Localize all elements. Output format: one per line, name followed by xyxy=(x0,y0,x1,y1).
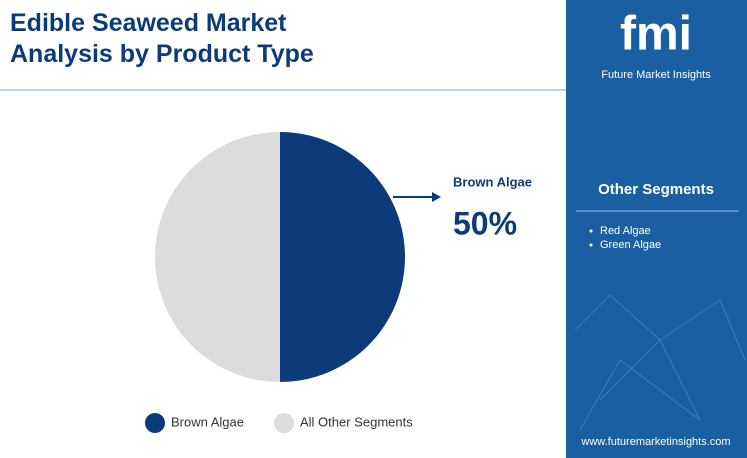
data-label: 50% xyxy=(453,205,517,241)
legend-swatch xyxy=(274,413,294,433)
sidebar xyxy=(566,0,747,458)
network-decoration xyxy=(574,294,746,431)
chart-title: Edible Seaweed Market Analysis by Produc… xyxy=(10,9,314,68)
pie-slice xyxy=(155,132,280,382)
bullet xyxy=(589,229,593,233)
brand: Future Market Insights xyxy=(601,69,711,81)
callout-arrowhead xyxy=(432,192,441,202)
callout-label: Brown Algae xyxy=(453,174,532,189)
website: www.futuremarketinsights.com xyxy=(580,436,730,448)
bullet xyxy=(589,243,593,247)
legend-label: Brown Algae xyxy=(171,414,244,429)
title-box: Edible Seaweed Market Analysis by Produc… xyxy=(10,9,314,68)
legend-label: All Other Segments xyxy=(300,414,413,429)
segment-item: Red Algae xyxy=(600,225,651,237)
legend-swatch xyxy=(145,413,165,433)
segment-item: Green Algae xyxy=(600,239,661,251)
pie-slice xyxy=(280,132,405,382)
sidebar-heading: Other Segments xyxy=(598,181,714,198)
logo: fmi xyxy=(620,8,692,61)
